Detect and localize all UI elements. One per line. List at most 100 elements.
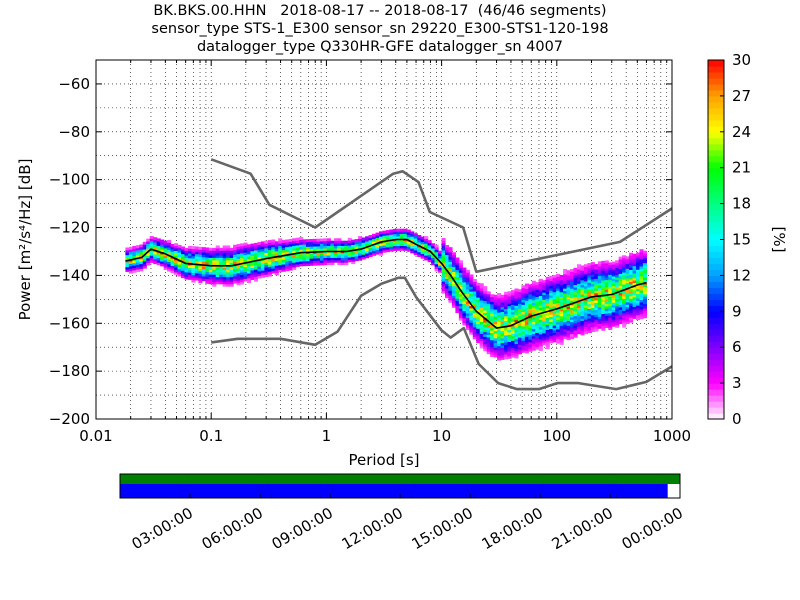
psd-cell xyxy=(139,261,144,265)
psd-cell xyxy=(566,315,571,319)
psd-cell xyxy=(299,244,304,248)
psd-cell xyxy=(615,317,620,321)
psd-cell xyxy=(632,306,637,310)
psd-cell xyxy=(434,268,439,272)
psd-cell xyxy=(441,283,446,287)
psd-cell xyxy=(222,269,227,273)
psd-cell xyxy=(573,327,578,331)
psd-cell xyxy=(538,307,543,311)
psd-cell xyxy=(417,237,422,241)
psd-cell xyxy=(615,312,620,316)
psd-cell xyxy=(180,251,186,255)
psd-cell xyxy=(448,299,453,303)
psd-cell xyxy=(191,272,196,276)
psd-cell xyxy=(507,315,512,319)
psd-cell xyxy=(455,267,460,270)
psd-cell xyxy=(458,260,463,264)
psd-cell xyxy=(531,290,536,294)
psd-cell xyxy=(236,277,241,281)
psd-cell xyxy=(201,254,206,258)
psd-cell xyxy=(399,231,404,235)
psd-cell xyxy=(365,253,370,256)
psd-cell xyxy=(146,257,151,261)
psd-cell xyxy=(604,322,609,326)
psd-cell xyxy=(615,320,620,324)
psd-cell xyxy=(469,310,474,314)
x-tick-label: 10 xyxy=(432,427,451,445)
psd-cell xyxy=(576,285,582,289)
psd-cell xyxy=(187,250,193,254)
psd-cell xyxy=(618,270,623,274)
psd-cell xyxy=(500,352,505,356)
psd-cell xyxy=(271,241,276,245)
psd-cell xyxy=(639,316,644,320)
psd-cell xyxy=(243,278,248,282)
psd-cell xyxy=(590,305,595,309)
psd-cell xyxy=(306,241,311,245)
psd-cell xyxy=(580,270,585,274)
colorbar-segment xyxy=(708,395,724,402)
psd-cell xyxy=(576,269,582,272)
psd-cell xyxy=(642,257,648,261)
psd-cell xyxy=(274,262,279,266)
psd-cell xyxy=(417,246,422,250)
psd-cell xyxy=(316,253,321,256)
psd-cell xyxy=(570,336,575,339)
psd-cell xyxy=(573,284,578,288)
psd-cell xyxy=(372,245,377,249)
psd-cell xyxy=(601,263,606,267)
psd-cell xyxy=(236,270,241,274)
psd-cell xyxy=(507,339,512,343)
psd-cell xyxy=(490,299,495,302)
psd-cell xyxy=(549,306,554,310)
psd-cell xyxy=(194,246,199,250)
psd-cell xyxy=(615,298,620,302)
psd-cell xyxy=(500,347,505,351)
colorbar-segment xyxy=(708,107,724,115)
psd-cell xyxy=(469,331,474,335)
psd-cell xyxy=(465,305,470,309)
psd-cell xyxy=(629,252,634,256)
psd-cell xyxy=(611,283,616,287)
psd-cell xyxy=(531,342,536,346)
psd-cell xyxy=(611,309,616,313)
psd-cell xyxy=(500,340,505,344)
psd-cell xyxy=(344,257,349,261)
psd-cell xyxy=(233,273,238,277)
psd-cell xyxy=(573,291,578,295)
psd-cell xyxy=(636,309,641,313)
psd-cell xyxy=(597,299,602,303)
psd-cell xyxy=(500,306,505,310)
psd-cell xyxy=(538,317,543,320)
psd-cell xyxy=(448,292,453,296)
psd-cell xyxy=(167,266,172,270)
psd-cell xyxy=(563,269,568,272)
psd-cell xyxy=(312,255,318,259)
psd-cell xyxy=(542,292,547,296)
psd-cell xyxy=(128,268,133,272)
psd-cell xyxy=(590,266,595,270)
y-tick-label: −140 xyxy=(49,266,90,284)
psd-cell xyxy=(205,266,210,270)
psd-cell xyxy=(497,307,502,311)
psd-cell xyxy=(208,276,213,280)
psd-cell xyxy=(319,240,325,244)
psd-cell xyxy=(500,321,505,325)
psd-cell xyxy=(267,264,272,267)
psd-cell xyxy=(351,261,356,265)
psd-cell xyxy=(604,320,609,324)
psd-cell xyxy=(354,241,359,245)
psd-cell xyxy=(590,300,595,304)
psd-cell xyxy=(524,295,529,299)
psd-cell xyxy=(486,322,491,326)
psd-cell xyxy=(441,273,446,277)
psd-cell xyxy=(347,259,352,263)
psd-cell xyxy=(441,266,446,270)
psd-cell xyxy=(260,262,265,266)
psd-cell xyxy=(222,257,227,261)
psd-cell xyxy=(576,304,582,308)
psd-cell xyxy=(563,331,568,335)
psd-cell xyxy=(493,340,498,344)
psd-cell xyxy=(208,259,213,263)
psd-cell xyxy=(500,333,505,336)
